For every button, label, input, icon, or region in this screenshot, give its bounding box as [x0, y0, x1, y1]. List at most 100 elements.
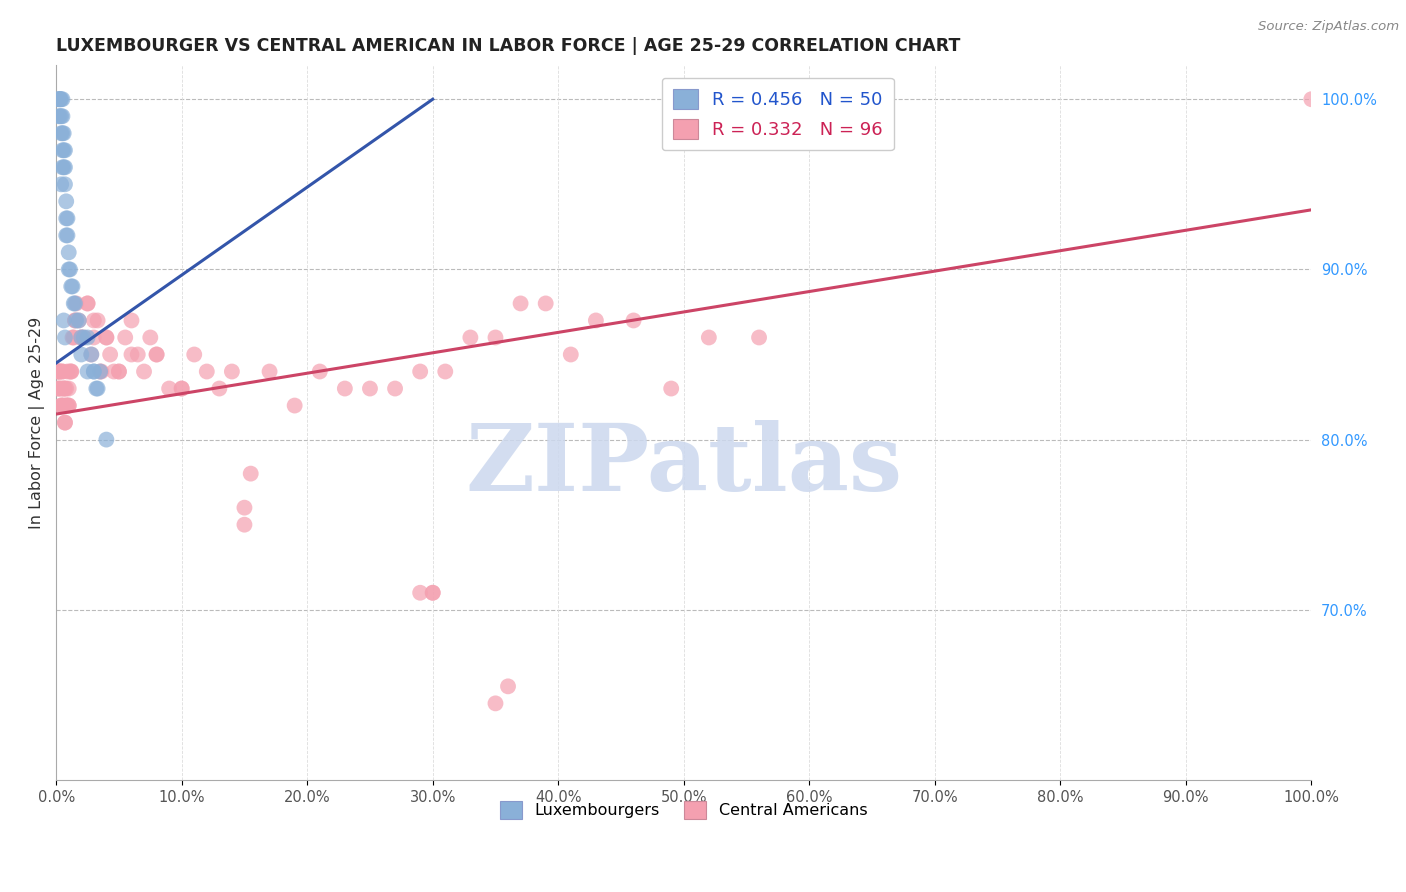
Point — [51, 92, 73, 106]
Point — [76, 296, 98, 310]
Point — [52, 382, 75, 396]
Point — [585, 313, 607, 327]
Point — [51, 92, 73, 106]
Point — [56, 364, 79, 378]
Point — [96, 433, 118, 447]
Point — [170, 382, 193, 396]
Point — [65, 296, 87, 310]
Point — [55, 228, 77, 243]
Point — [157, 382, 180, 396]
Point — [76, 330, 98, 344]
Point — [221, 364, 243, 378]
Point — [86, 313, 108, 327]
Point — [51, 126, 73, 140]
Point — [51, 382, 73, 396]
Point — [434, 364, 457, 378]
Point — [114, 330, 136, 344]
Point — [139, 330, 162, 344]
Point — [308, 364, 330, 378]
Point — [48, 109, 70, 123]
Point — [49, 364, 72, 378]
Point — [49, 382, 72, 396]
Point — [70, 330, 93, 344]
Point — [59, 364, 82, 378]
Point — [67, 313, 90, 327]
Point — [51, 178, 73, 192]
Point — [659, 382, 682, 396]
Point — [63, 313, 86, 327]
Point — [284, 399, 307, 413]
Point — [49, 92, 72, 106]
Point — [56, 228, 79, 243]
Point — [62, 296, 84, 310]
Point — [53, 416, 76, 430]
Point — [170, 382, 193, 396]
Point — [62, 330, 84, 344]
Point — [121, 313, 143, 327]
Point — [46, 364, 69, 378]
Point — [183, 347, 205, 361]
Point — [55, 382, 77, 396]
Point — [86, 382, 108, 396]
Point — [52, 143, 75, 157]
Point — [90, 364, 112, 378]
Point — [127, 347, 149, 361]
Point — [108, 364, 131, 378]
Point — [73, 330, 96, 344]
Y-axis label: In Labor Force | Age 25-29: In Labor Force | Age 25-29 — [30, 317, 45, 529]
Point — [53, 143, 76, 157]
Point — [89, 364, 111, 378]
Point — [239, 467, 262, 481]
Point — [52, 126, 75, 140]
Point — [422, 586, 444, 600]
Point — [748, 330, 770, 344]
Point — [48, 382, 70, 396]
Point — [51, 399, 73, 413]
Point — [49, 364, 72, 378]
Point — [73, 330, 96, 344]
Point — [51, 161, 73, 175]
Point — [96, 330, 118, 344]
Point — [51, 399, 73, 413]
Point — [697, 330, 720, 344]
Text: Source: ZipAtlas.com: Source: ZipAtlas.com — [1258, 20, 1399, 33]
Point — [60, 364, 83, 378]
Point — [51, 126, 73, 140]
Point — [1301, 92, 1323, 106]
Point — [83, 364, 105, 378]
Point — [83, 313, 105, 327]
Point — [58, 245, 80, 260]
Point — [65, 313, 87, 327]
Point — [83, 364, 105, 378]
Point — [52, 399, 75, 413]
Point — [121, 347, 143, 361]
Point — [560, 347, 582, 361]
Point — [53, 330, 76, 344]
Point — [460, 330, 482, 344]
Point — [62, 330, 84, 344]
Point — [58, 262, 80, 277]
Point — [409, 364, 432, 378]
Point — [48, 364, 70, 378]
Point — [52, 382, 75, 396]
Point — [55, 194, 77, 209]
Point — [422, 586, 444, 600]
Point — [49, 109, 72, 123]
Point — [484, 697, 506, 711]
Point — [53, 416, 76, 430]
Point — [52, 161, 75, 175]
Point — [51, 109, 73, 123]
Point — [56, 211, 79, 226]
Point — [63, 296, 86, 310]
Point — [208, 382, 231, 396]
Point — [51, 364, 73, 378]
Point — [51, 399, 73, 413]
Point — [56, 399, 79, 413]
Point — [96, 330, 118, 344]
Point — [48, 364, 70, 378]
Point — [509, 296, 531, 310]
Point — [62, 279, 84, 293]
Point — [70, 330, 93, 344]
Point — [233, 500, 256, 515]
Point — [89, 364, 111, 378]
